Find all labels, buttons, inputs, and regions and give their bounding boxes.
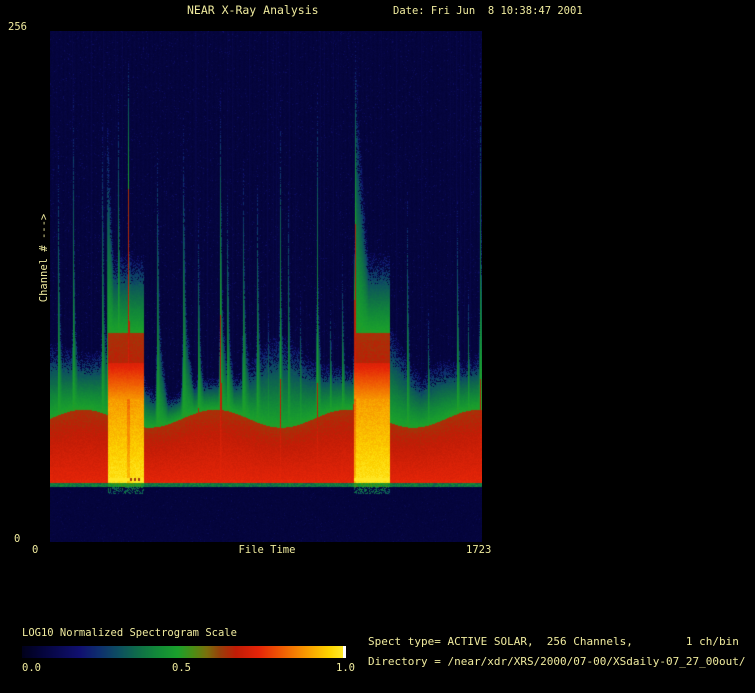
x-axis-title: File Time (238, 544, 296, 556)
directory-line: Directory = /near/xdr/XRS/2000/07-00/XSd… (368, 655, 746, 668)
x-axis-min-label: 0 (32, 544, 39, 556)
colorbar-gradient (22, 646, 346, 658)
spect-type-line: Spect type= ACTIVE SOLAR, 256 Channels, … (368, 635, 739, 648)
colorbar-tick-1: 1.0 (336, 662, 355, 674)
colorbar-end-cap (343, 646, 346, 658)
spectrogram-image (50, 31, 482, 542)
page-title: NEAR X-Ray Analysis (187, 3, 319, 17)
x-axis-max-label: 1723 (466, 544, 492, 556)
colorbar-tick-05: 0.5 (172, 662, 191, 674)
colorbar-tick-0: 0.0 (22, 662, 41, 674)
y-axis-title: Channel # ---> (38, 213, 50, 303)
y-axis-min-label: 0 (14, 533, 21, 545)
y-axis-max-label: 256 (8, 21, 27, 33)
date-label: Date: Fri Jun 8 10:38:47 2001 (393, 5, 583, 17)
colorbar-title: LOG10 Normalized Spectrogram Scale (22, 627, 237, 639)
